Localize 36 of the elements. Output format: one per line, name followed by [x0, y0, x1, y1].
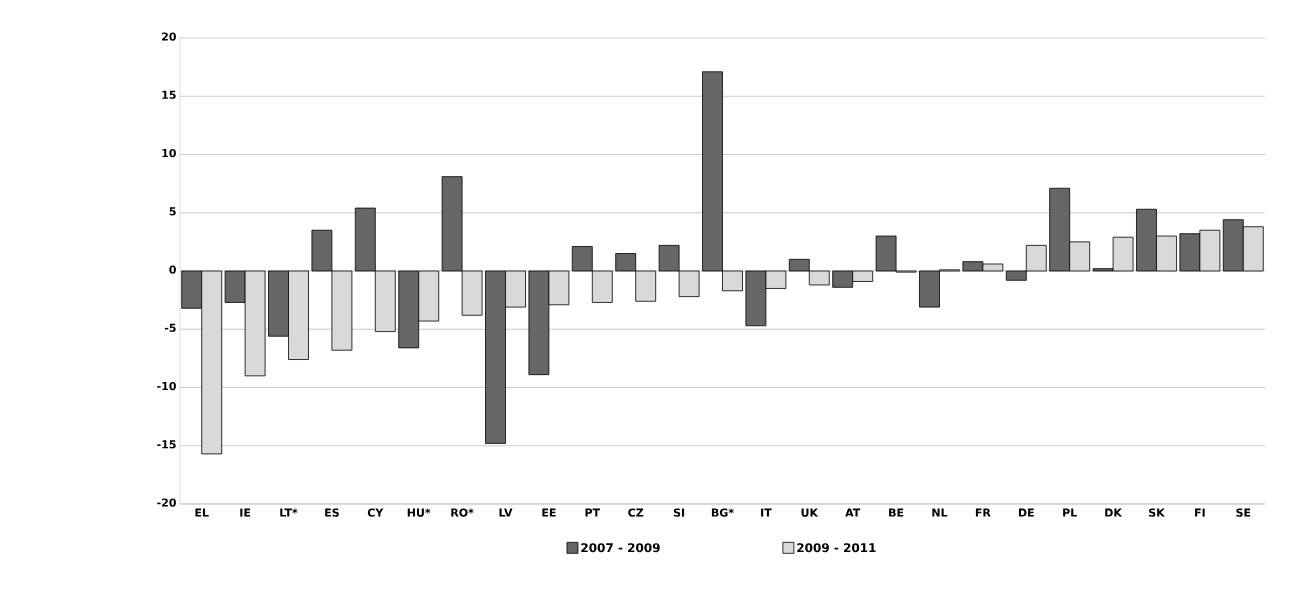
y-tick-label: -15: [157, 440, 176, 449]
y-tick-label: 15: [162, 90, 176, 99]
x-tick-label: SE: [1236, 508, 1251, 517]
x-tick-label: EE: [542, 508, 556, 517]
x-tick-label: IE: [240, 508, 251, 517]
x-tick-label: SI: [673, 508, 685, 517]
x-tick-label: CZ: [628, 508, 644, 517]
x-tick-label: BG*: [711, 508, 734, 517]
x-tick-label: FI: [1195, 508, 1205, 517]
x-tick-label: ES: [325, 508, 339, 517]
x-tick-label: CY: [367, 508, 384, 517]
x-tick-label: RO*: [451, 508, 474, 517]
y-tick-label: -20: [157, 498, 176, 507]
x-tick-label: AT: [845, 508, 861, 517]
x-tick-label: PT: [585, 508, 601, 517]
legend-label: 2007 - 2009: [581, 543, 660, 553]
x-tick-label: NL: [932, 508, 948, 517]
y-tick-label: 10: [162, 148, 176, 158]
x-tick-label: DE: [1018, 508, 1034, 517]
x-tick-label: HU*: [407, 508, 431, 517]
y-tick-label: -5: [164, 323, 176, 332]
y-tick-label: -10: [157, 381, 176, 391]
x-tick-label: SK: [1149, 508, 1166, 517]
x-tick-label: IT: [761, 508, 772, 517]
x-tick-label: FR: [975, 508, 991, 517]
x-tick-label: DK: [1105, 508, 1123, 517]
legend-label: 2009 - 2011: [797, 543, 876, 553]
y-tick-label: 20: [162, 32, 176, 41]
x-tick-label: PL: [1063, 508, 1077, 517]
y-tick-label: 0: [169, 265, 176, 274]
x-tick-label: LV: [499, 508, 513, 517]
y-tick-label: 5: [169, 207, 176, 216]
x-tick-label: LT*: [280, 508, 298, 517]
x-tick-label: EL: [195, 508, 209, 517]
x-tick-label: UK: [801, 508, 819, 517]
x-tick-label: BE: [889, 508, 904, 517]
